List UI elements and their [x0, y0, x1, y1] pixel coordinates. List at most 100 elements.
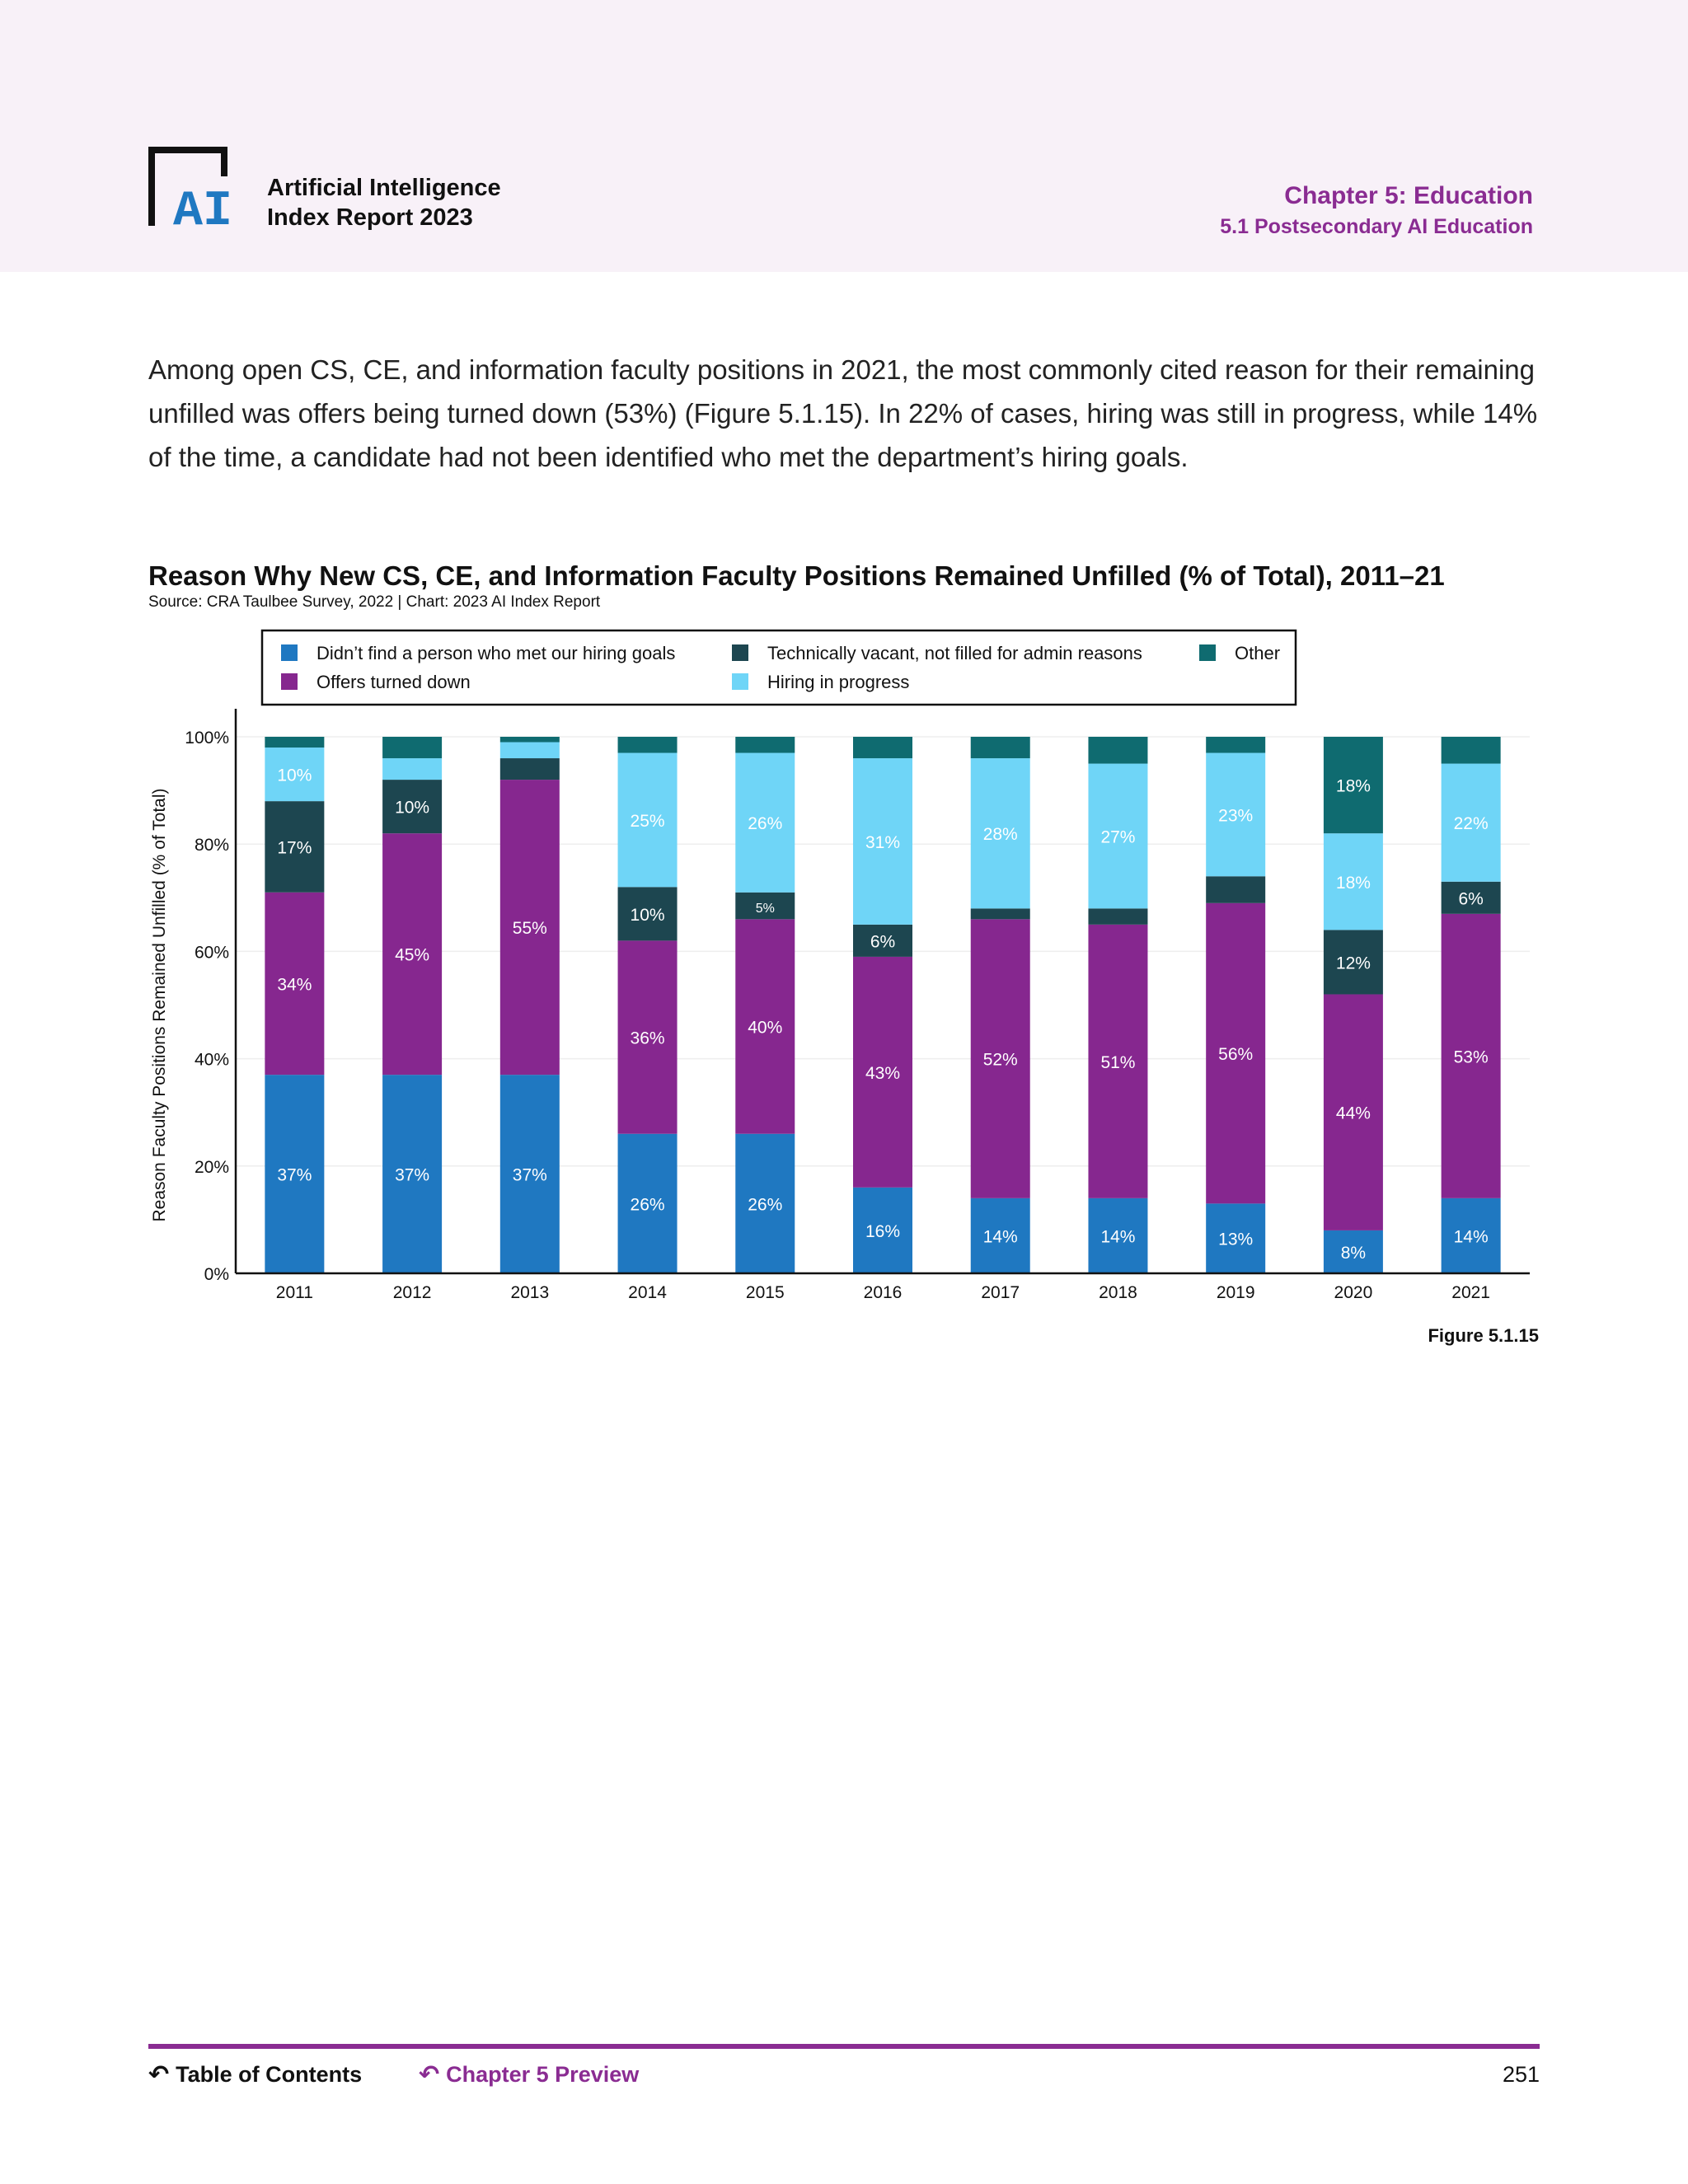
data-label: 26%: [631, 1195, 665, 1214]
bar-segment: [735, 752, 795, 893]
figure-label: Figure 5.1.15: [1428, 1325, 1539, 1346]
bar-segment: [382, 737, 443, 759]
y-tick-label: 40%: [195, 1051, 229, 1070]
data-label: 22%: [1454, 814, 1489, 833]
chapter-preview-label: Chapter 5 Preview: [446, 2062, 640, 2087]
bar-segment: [1206, 876, 1266, 903]
data-label: 51%: [1100, 1053, 1135, 1072]
data-label: 45%: [395, 946, 429, 965]
bar-segment: [382, 833, 443, 1076]
data-label: 6%: [1458, 889, 1483, 908]
data-label: 56%: [1218, 1045, 1253, 1064]
bar-segment: [1323, 737, 1383, 834]
chapter-title: Chapter 5: Education: [1284, 182, 1533, 209]
data-label: 25%: [631, 812, 665, 831]
bar-segment: [1441, 763, 1501, 882]
bar-segment: [499, 737, 560, 743]
legend-label: Hiring in progress: [767, 672, 909, 692]
data-label: 17%: [277, 838, 312, 857]
return-arrow-icon: ↶: [419, 2060, 440, 2088]
bar-segment: [499, 758, 560, 780]
legend-label: Offers turned down: [316, 672, 471, 692]
data-label: 26%: [748, 814, 782, 833]
bar-segment: [853, 1187, 912, 1273]
bar-segment: [265, 737, 325, 748]
data-label: 34%: [277, 975, 312, 994]
bar-segment: [970, 737, 1030, 759]
data-label: 5%: [756, 902, 775, 916]
y-tick-label: 60%: [195, 943, 229, 962]
bar-segment: [382, 758, 443, 780]
bar-segment: [1323, 930, 1383, 995]
data-label: 36%: [631, 1029, 665, 1048]
x-tick-label: 2021: [1451, 1283, 1490, 1302]
data-label: 10%: [395, 799, 429, 818]
data-label: 28%: [983, 825, 1018, 844]
bar-segment: [1441, 913, 1501, 1198]
table-of-contents-link[interactable]: ↶ Table of Contents: [148, 2062, 362, 2088]
bar-segment: [1206, 902, 1266, 1204]
data-label: 6%: [870, 932, 895, 951]
x-tick-label: 2013: [510, 1283, 549, 1302]
bar-segment: [617, 887, 678, 941]
report-title-line2: Index Report 2023: [267, 204, 473, 231]
bar-segment: [970, 1197, 1030, 1273]
legend-label: Didn’t find a person who met our hiring …: [316, 643, 675, 663]
svg-text:AI: AI: [173, 184, 232, 229]
bar-segment: [1323, 1230, 1383, 1273]
body-paragraph: Among open CS, CE, and information facul…: [148, 354, 1538, 472]
bar-segment: [265, 748, 325, 802]
y-tick-label: 0%: [204, 1265, 229, 1284]
bar-segment: [382, 780, 443, 834]
legend-swatch: [732, 644, 748, 661]
data-label: 52%: [983, 1051, 1018, 1070]
data-label: 40%: [748, 1019, 782, 1038]
legend-label: Technically vacant, not filled for admin…: [767, 643, 1142, 663]
y-axis-label: Reason Faculty Positions Remained Unfill…: [150, 788, 169, 1221]
legend-swatch: [281, 644, 298, 661]
data-label: 43%: [865, 1064, 900, 1083]
y-tick-label: 80%: [195, 836, 229, 855]
bar-segment: [499, 742, 560, 759]
x-tick-label: 2019: [1217, 1283, 1255, 1302]
legend-swatch: [1199, 644, 1216, 661]
y-tick-label: 100%: [185, 729, 229, 748]
data-label: 18%: [1336, 777, 1371, 796]
bar-segment: [735, 1133, 795, 1273]
x-tick-label: 2016: [864, 1283, 903, 1302]
data-label: 10%: [631, 906, 665, 925]
data-label: 8%: [1341, 1244, 1366, 1263]
toc-label: Table of Contents: [176, 2062, 363, 2087]
bar-segment: [1323, 994, 1383, 1230]
chapter-heading: Chapter 5: Education 5.1 Postsecondary A…: [1220, 180, 1533, 241]
x-tick-label: 2011: [276, 1283, 313, 1302]
data-label: 27%: [1100, 827, 1135, 846]
bar-segment: [970, 908, 1030, 920]
bar-segment: [1088, 1197, 1148, 1273]
bar-segment: [970, 919, 1030, 1198]
bar-segment: [970, 758, 1030, 909]
chart-title: Reason Why New CS, CE, and Information F…: [148, 560, 1445, 591]
data-label: 31%: [865, 833, 900, 852]
bar-segment: [499, 1075, 560, 1273]
bar-segment: [265, 801, 325, 893]
bar-segment: [265, 892, 325, 1076]
data-label: 23%: [1218, 806, 1253, 825]
data-label: 16%: [865, 1222, 900, 1241]
data-label: 37%: [513, 1166, 547, 1185]
data-label: 37%: [277, 1166, 312, 1185]
legend-swatch: [281, 673, 298, 690]
ai-index-logo-icon: AI: [148, 147, 232, 229]
bar-segment: [617, 940, 678, 1134]
y-tick-label: 20%: [195, 1158, 229, 1177]
bar-segment: [617, 752, 678, 888]
bar-segment: [735, 737, 795, 753]
page-header: AI Artificial Intelligence Index Report …: [0, 0, 1688, 272]
section-title: 5.1 Postsecondary AI Education: [1220, 215, 1533, 238]
chart-source: Source: CRA Taulbee Survey, 2022 | Chart…: [148, 593, 601, 611]
bar-segment: [617, 737, 678, 753]
data-label: 18%: [1336, 874, 1371, 893]
data-label: 14%: [1100, 1227, 1135, 1246]
chapter-preview-link[interactable]: ↶ Chapter 5 Preview: [419, 2062, 639, 2088]
bar-segment: [382, 1075, 443, 1273]
